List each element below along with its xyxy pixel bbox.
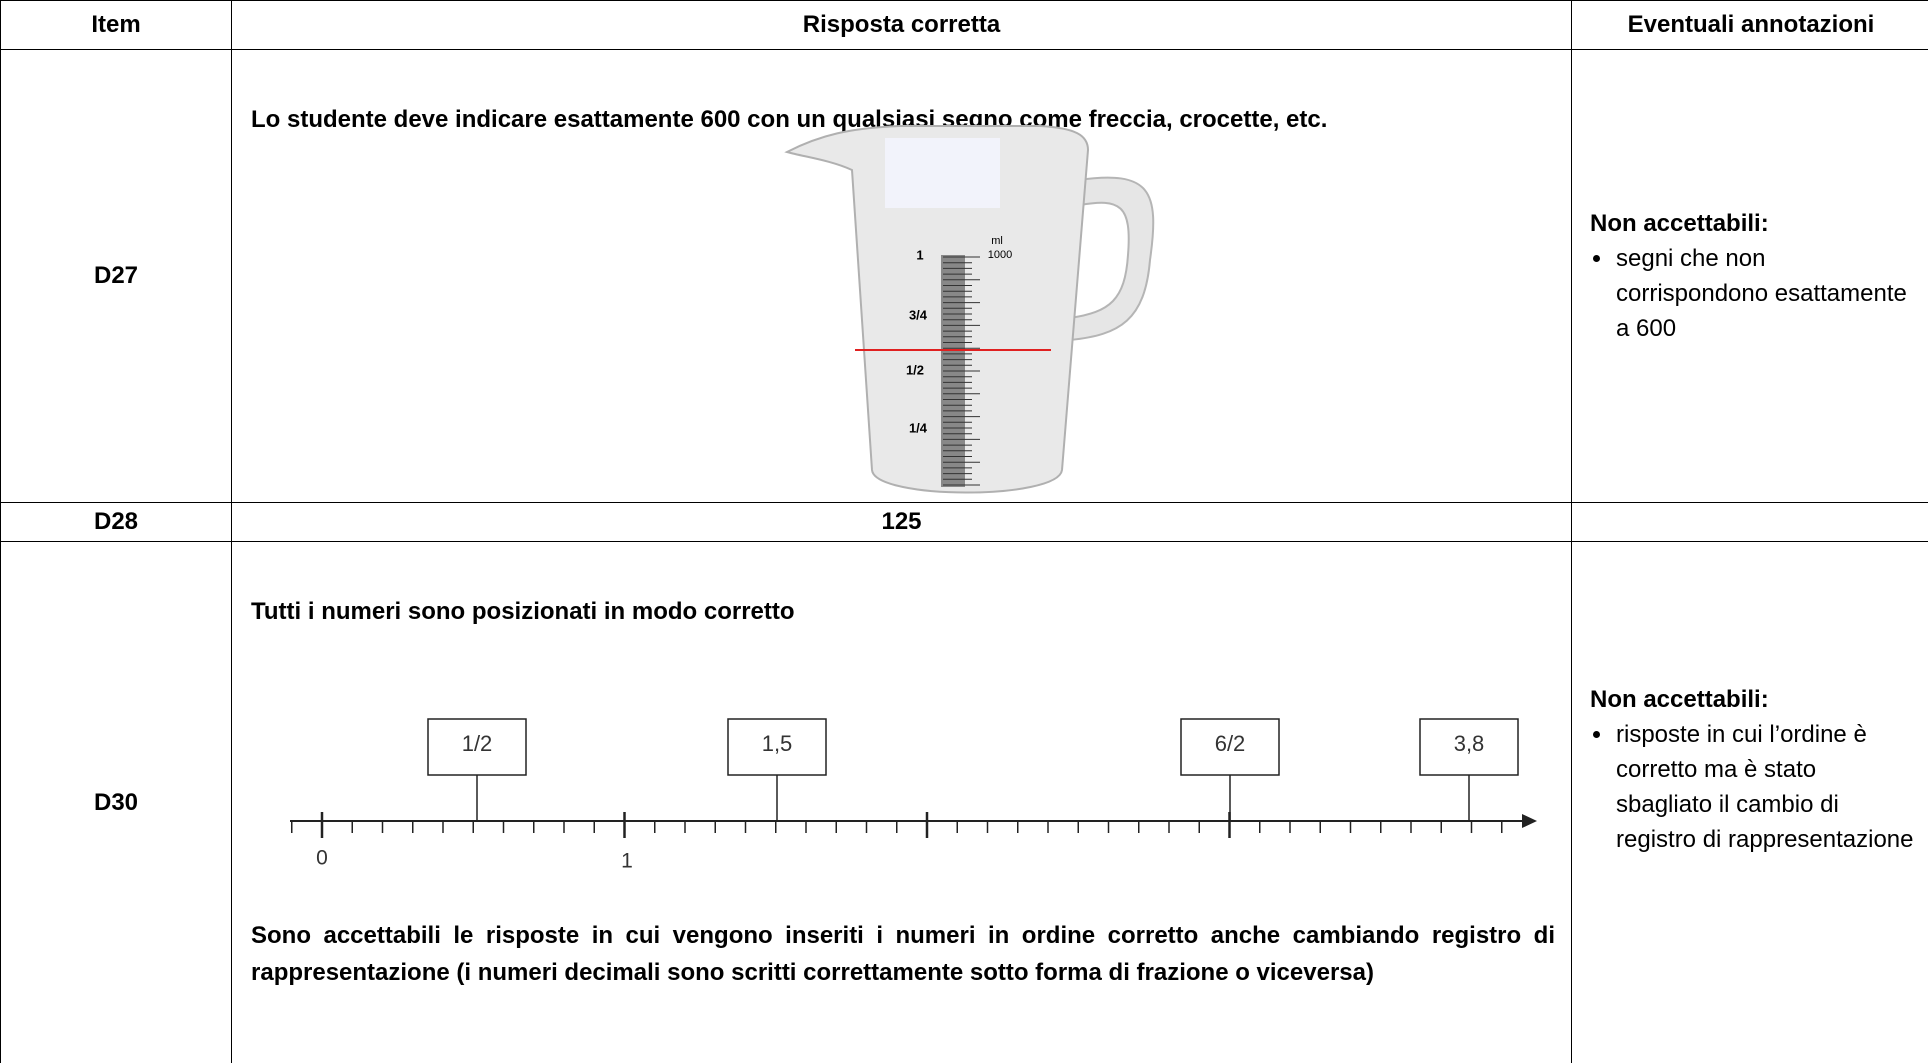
header-cell: Eventuali annotazioni bbox=[1571, 0, 1928, 50]
notes-list: risposte in cui l’ordine è corretto ma è… bbox=[1572, 717, 1914, 857]
answer-note: Sono accettabili le risposte in cui veng… bbox=[251, 922, 1555, 986]
notes-cell bbox=[1571, 502, 1928, 542]
item-cell: D30 bbox=[0, 541, 232, 1063]
notes-title: Non accettabili: bbox=[1590, 686, 1769, 713]
answer-cell: Tutti i numeri sono posizionati in modo … bbox=[231, 541, 1572, 1063]
notes-cell: Non accettabili: segni che non corrispon… bbox=[1571, 49, 1928, 503]
answer-text: Lo studente deve indicare esattamente 60… bbox=[251, 106, 1328, 133]
header-cell: Item bbox=[0, 0, 232, 50]
header-cell: Risposta corretta bbox=[231, 0, 1572, 50]
answer-text: Tutti i numeri sono posizionati in modo … bbox=[251, 598, 795, 625]
notes-cell: Non accettabili: risposte in cui l’ordin… bbox=[1571, 541, 1928, 1063]
answer-cell: Lo studente deve indicare esattamente 60… bbox=[231, 49, 1572, 503]
answer-cell: 125 bbox=[231, 502, 1572, 542]
notes-bullet: segni che non corrispondono esattamente … bbox=[1614, 241, 1914, 346]
item-cell: D27 bbox=[0, 49, 232, 503]
notes-list: segni che non corrispondono esattamente … bbox=[1572, 241, 1914, 346]
item-cell: D28 bbox=[0, 502, 232, 542]
notes-bullet: risposte in cui l’ordine è corretto ma è… bbox=[1614, 717, 1914, 857]
notes-title: Non accettabili: bbox=[1590, 210, 1769, 237]
